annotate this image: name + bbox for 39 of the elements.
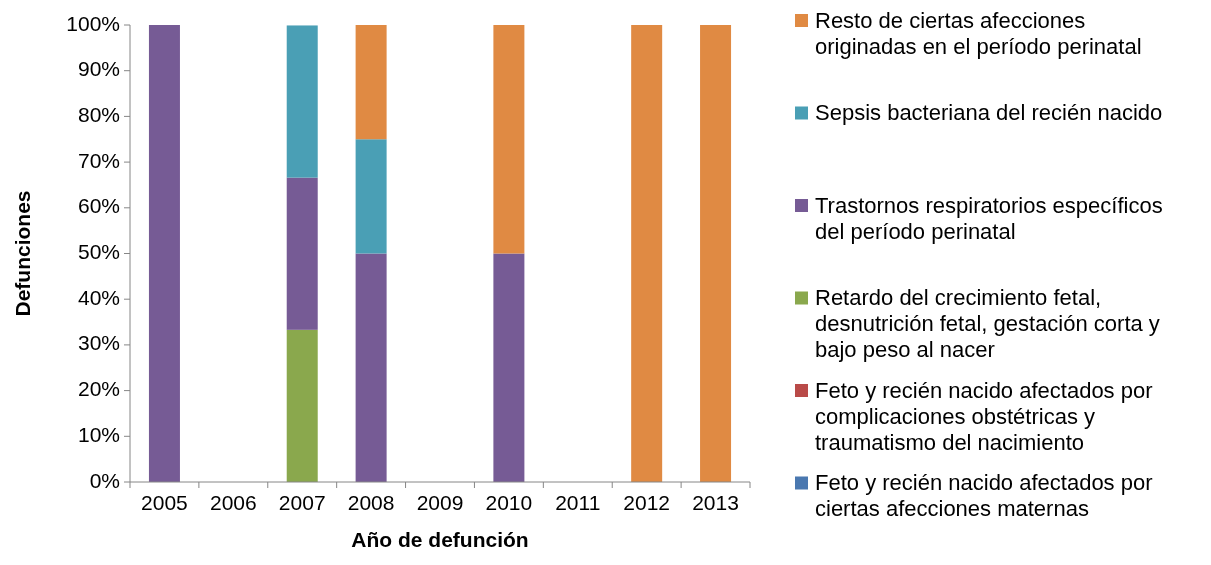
y-tick-label: 70% [77, 148, 120, 172]
bar [355, 25, 387, 140]
y-axis-title: Defunciones [11, 190, 34, 317]
y-tick-label: 60% [77, 194, 120, 218]
y-tick-label: 80% [77, 102, 120, 126]
legend-label: Retardo del crecimiento fetal, desnutrición fetal, gestación corta y bajo peso al nacer [815, 285, 1160, 363]
x-tick-label: 2011 [555, 491, 601, 514]
bar [493, 25, 525, 254]
x-tick-label: 2009 [416, 491, 464, 514]
bar [286, 329, 318, 482]
y-tick-label: 50% [77, 240, 120, 264]
bar [631, 25, 663, 482]
legend-label: Feto y recién nacido afectados por ciertas afecciones maternas [815, 470, 1153, 522]
bar [355, 139, 387, 254]
x-tick-label: 2005 [141, 491, 188, 514]
y-tick-label: 100% [66, 11, 120, 35]
y-tick-label: 10% [77, 422, 120, 446]
legend-label: Sepsis bacteriana del recién nacido [815, 100, 1163, 126]
x-tick-label: 2012 [623, 491, 671, 514]
bar [700, 25, 732, 482]
bar [493, 253, 525, 482]
bar [148, 25, 180, 482]
x-tick-label: 2010 [485, 491, 533, 514]
x-tick-label: 2006 [209, 491, 257, 514]
x-axis-title: Año de defunción [351, 528, 529, 551]
y-tick-label: 40% [77, 285, 120, 309]
y-tick-label: 30% [77, 331, 120, 355]
x-tick-label: 2013 [692, 491, 739, 514]
bar [355, 253, 387, 482]
x-tick-label: 2007 [278, 491, 326, 514]
bar [286, 177, 318, 330]
y-tick-label: 90% [77, 57, 120, 81]
bar [286, 25, 318, 178]
legend-label: Feto y recién nacido afectados por complicaciones obstétricas y traumatismo del nacimiento [815, 377, 1153, 455]
y-tick-label: 20% [77, 377, 120, 401]
x-tick-label: 2008 [347, 491, 395, 514]
legend-label: Trastornos respiratorios específicos del período perinatal [815, 192, 1163, 244]
y-tick-label: 0% [89, 468, 120, 492]
legend-label: Resto de ciertas afecciones originadas en el período perinatal [815, 7, 1142, 59]
